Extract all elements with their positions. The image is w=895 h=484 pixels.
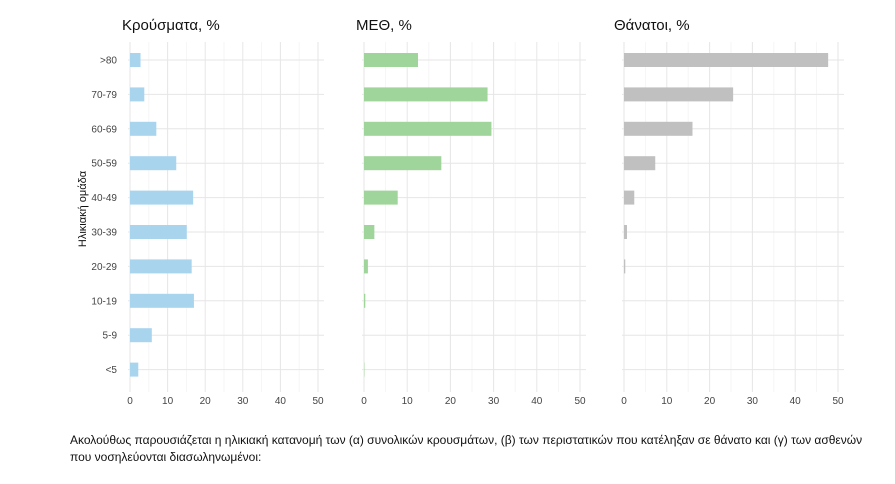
bar-lt5 bbox=[130, 362, 139, 377]
x-tick-label: 30 bbox=[747, 396, 759, 407]
x-tick-label: 0 bbox=[621, 396, 627, 407]
bar-40-49 bbox=[624, 190, 635, 205]
x-tick-label: 0 bbox=[127, 396, 133, 407]
category-label: 30-39 bbox=[91, 228, 117, 239]
bar-60-69 bbox=[624, 121, 693, 136]
category-label: 50-59 bbox=[91, 159, 117, 170]
panel-title: Θάνατοι, % bbox=[614, 17, 690, 34]
bar-70-79 bbox=[624, 87, 734, 102]
x-tick-label: 40 bbox=[790, 396, 802, 407]
bar-30-39 bbox=[364, 225, 375, 239]
bar-60-69 bbox=[364, 121, 492, 136]
x-tick-label: 10 bbox=[402, 396, 414, 407]
x-tick-label: 0 bbox=[361, 396, 367, 407]
panel-1: 0 10 20 30 40 50 Κρούσματα, % >80 70-79 60-69 50-5… bbox=[77, 17, 324, 407]
category-label: 20-29 bbox=[91, 262, 117, 273]
x-tick-label: 30 bbox=[237, 396, 249, 407]
bar-70-79 bbox=[364, 87, 488, 102]
bar-70-79 bbox=[130, 87, 145, 102]
chart-figure: 0 10 20 30 40 50 Κρούσματα, % >80 70-79 60-69 50-5… bbox=[77, 17, 844, 407]
bar-40-49 bbox=[364, 190, 398, 205]
y-axis-label: Ηλικιακή ομάδα bbox=[77, 170, 89, 247]
caption-text: Ακολούθως παρουσιάζεται η ηλικιακή καταν… bbox=[70, 433, 863, 464]
bar-50-59 bbox=[624, 156, 656, 171]
category-label: 5-9 bbox=[103, 331, 118, 342]
panel-title: Κρούσματα, % bbox=[122, 17, 220, 34]
bar-30-39 bbox=[130, 225, 187, 239]
bar-50-59 bbox=[364, 156, 442, 171]
bar-gt80 bbox=[364, 53, 418, 67]
bar-gt80 bbox=[624, 53, 829, 67]
x-tick-label: 50 bbox=[832, 396, 844, 407]
x-tick-label: 30 bbox=[488, 396, 500, 407]
x-tick-label: 20 bbox=[445, 396, 457, 407]
bar-10-19 bbox=[364, 293, 366, 308]
bar-20-29 bbox=[624, 259, 626, 274]
panel-3: 0 10 20 30 40 50 Θάνατοι, % bbox=[614, 17, 844, 407]
category-label: 70-79 bbox=[91, 90, 117, 101]
bar-20-29 bbox=[364, 259, 368, 274]
bar-20-29 bbox=[130, 259, 192, 274]
category-label: 10-19 bbox=[91, 296, 117, 307]
category-label: 40-49 bbox=[91, 193, 117, 204]
x-tick-label: 10 bbox=[661, 396, 673, 407]
bar-60-69 bbox=[130, 121, 157, 136]
x-tick-label: 10 bbox=[162, 396, 174, 407]
bar-30-39 bbox=[624, 225, 627, 239]
x-tick-label: 20 bbox=[200, 396, 212, 407]
category-label: >80 bbox=[100, 56, 117, 67]
x-tick-label: 40 bbox=[531, 396, 543, 407]
bar-10-19 bbox=[130, 293, 194, 308]
bar-gt80 bbox=[130, 53, 141, 67]
bar-5-9 bbox=[130, 328, 152, 343]
panel-title: ΜΕΘ, % bbox=[356, 17, 412, 34]
x-tick-label: 50 bbox=[574, 396, 586, 407]
x-tick-label: 50 bbox=[312, 396, 324, 407]
bar-40-49 bbox=[130, 190, 194, 205]
x-tick-label: 40 bbox=[275, 396, 287, 407]
x-tick-label: 20 bbox=[704, 396, 716, 407]
category-label: <5 bbox=[106, 365, 118, 376]
category-label: 60-69 bbox=[91, 124, 117, 135]
panel-2: 0 10 20 30 40 50 ΜΕΘ, % bbox=[356, 17, 586, 407]
bar-50-59 bbox=[130, 156, 177, 171]
